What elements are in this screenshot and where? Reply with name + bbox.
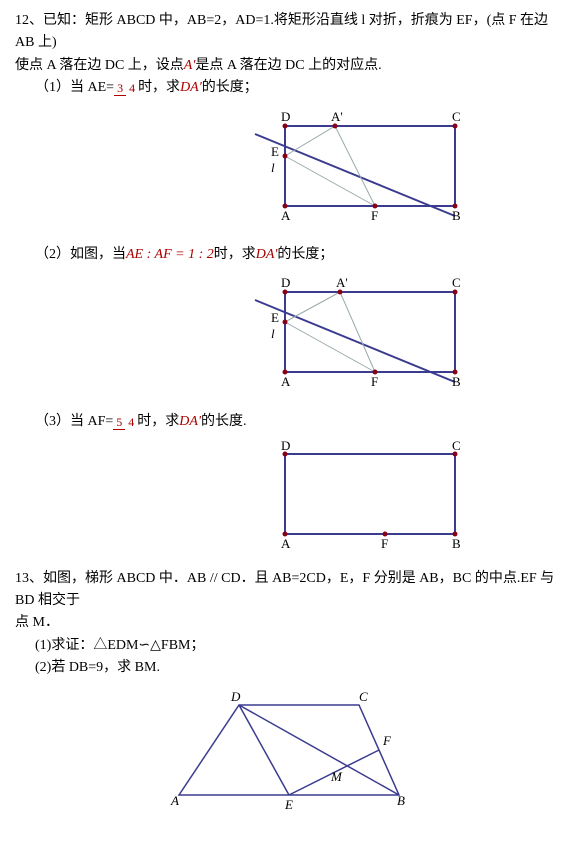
da-prime-3: DA' [179, 414, 201, 429]
svg-text:D: D [281, 109, 290, 124]
svg-text:A: A [170, 793, 179, 808]
svg-text:F: F [381, 536, 388, 549]
svg-text:C: C [359, 689, 368, 704]
svg-text:B: B [452, 374, 461, 389]
figure-12-3: D C A B F [15, 439, 562, 557]
da-prime-1: DA' [180, 80, 202, 95]
svg-text:B: B [397, 793, 405, 808]
svg-text:D: D [230, 689, 241, 704]
p12-stem-1: 12、已知：矩形 ABCD 中，AB=2，AD=1.将矩形沿直线 l 对折，折痕… [15, 10, 562, 55]
ae-af: AE : AF [126, 247, 172, 262]
p12-stem-2: 使点 A 落在边 DC 上，设点A'是点 A 落在边 DC 上的对应点. [15, 55, 562, 77]
svg-text:B: B [452, 536, 461, 549]
svg-text:A: A [281, 536, 291, 549]
p13-stem-2: 点 M． [15, 612, 562, 634]
svg-text:F: F [371, 374, 378, 389]
svg-text:E: E [271, 144, 279, 159]
p13-stem-1: 13、如图，梯形 ABCD 中．AB // CD．且 AB=2CD，E，F 分别… [15, 568, 562, 613]
svg-text:A': A' [336, 275, 348, 290]
p13-num: 13、 [15, 571, 43, 586]
p13-q2: (2)若 DB=9，求 BM. [15, 657, 562, 679]
svg-text:E: E [271, 310, 279, 325]
svg-text:l: l [271, 160, 275, 175]
p13-q1: (1)求证：△EDM∽△FBM； [15, 635, 562, 657]
p12-num: 12、 [15, 13, 43, 28]
svg-text:F: F [382, 733, 392, 748]
a-prime-var: A' [184, 58, 196, 73]
svg-text:D: D [281, 439, 290, 453]
svg-13: A B C D E F M [159, 685, 419, 815]
svg-text:C: C [452, 439, 461, 453]
figure-12-2: D C A B A' E l F [15, 272, 562, 400]
figure-12-1: D C A B A' E l F [15, 106, 562, 234]
svg-text:A': A' [331, 109, 343, 124]
svg-text:l: l [271, 326, 275, 341]
p12-q2: （2）如图，当AE : AF = 1 : 2时，求DA'的长度； [15, 244, 562, 266]
figure-13: A B C D E F M [15, 685, 562, 823]
svg-text:A: A [281, 208, 291, 223]
svg-text:E: E [284, 797, 293, 812]
svg-text:C: C [452, 275, 461, 290]
problem-13: 13、如图，梯形 ABCD 中．AB // CD．且 AB=2CD，E，F 分别… [15, 568, 562, 824]
p12-q3: （3）当 AF=54时，求DA'的长度. [15, 411, 562, 433]
frac-3-4: 34 [114, 82, 138, 94]
svg-text:F: F [371, 208, 378, 223]
frac-5-4: 54 [113, 416, 137, 428]
svg-text:B: B [452, 208, 461, 223]
da-prime-2: DA' [256, 247, 278, 262]
svg-text:M: M [330, 769, 343, 784]
svg-text:C: C [452, 109, 461, 124]
p12-q1: （1）当 AE=34时，求DA'的长度； [15, 77, 562, 99]
problem-12: 12、已知：矩形 ABCD 中，AB=2，AD=1.将矩形沿直线 l 对折，折痕… [15, 10, 562, 558]
svg-text:D: D [281, 275, 290, 290]
svg-text:A: A [281, 374, 291, 389]
